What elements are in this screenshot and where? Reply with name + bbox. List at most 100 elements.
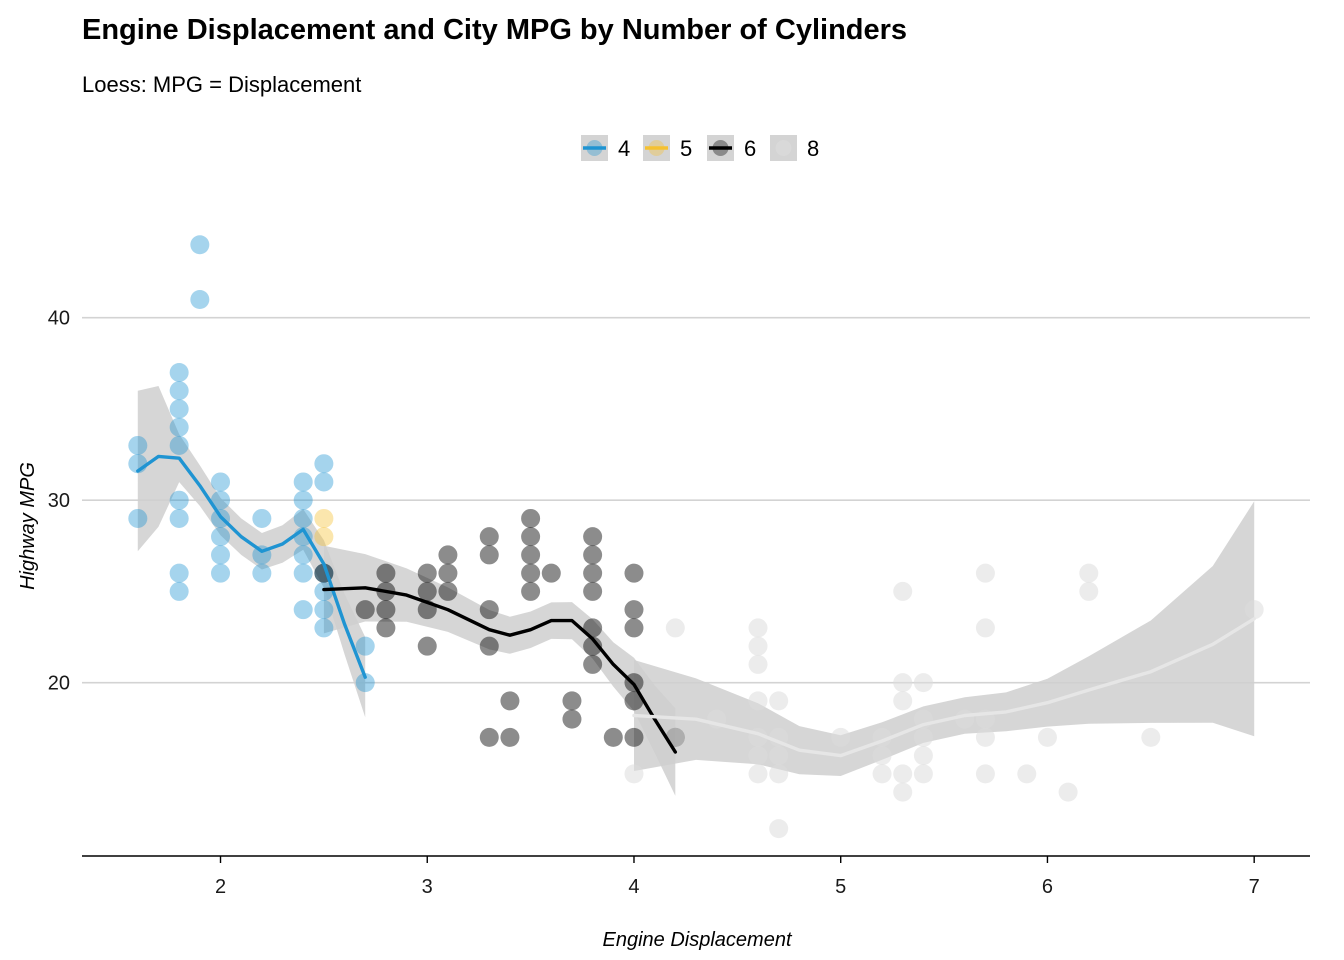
y-tick-label: 40 xyxy=(48,308,70,330)
data-point-8cyl xyxy=(831,727,851,747)
chart-title: Engine Displacement and City MPG by Numb… xyxy=(82,14,908,46)
data-point-8cyl xyxy=(665,618,685,638)
data-point-4cyl xyxy=(128,508,148,528)
loess-lines xyxy=(136,454,1256,758)
loess-line-4 xyxy=(136,454,367,679)
y-tick-label: 20 xyxy=(48,673,70,695)
data-point-4cyl xyxy=(169,362,189,382)
data-point-8cyl xyxy=(872,764,892,784)
data-point-8cyl xyxy=(769,764,789,784)
confidence-band-8 xyxy=(634,501,1255,776)
data-point-6cyl xyxy=(479,727,499,747)
data-point-8cyl xyxy=(975,764,995,784)
data-point-6cyl xyxy=(583,654,603,674)
data-point-4cyl xyxy=(314,600,334,620)
data-point-6cyl xyxy=(562,691,582,711)
legend-label-6: 6 xyxy=(744,136,756,161)
data-point-4cyl xyxy=(211,545,231,565)
data-point-4cyl xyxy=(169,563,189,583)
data-point-6cyl xyxy=(438,581,458,601)
data-point-8cyl xyxy=(1017,764,1037,784)
data-point-6cyl xyxy=(355,600,375,620)
data-point-6cyl xyxy=(624,727,644,747)
data-point-6cyl xyxy=(541,563,561,583)
y-tick-label: 30 xyxy=(48,490,70,512)
data-point-8cyl xyxy=(913,727,933,747)
data-point-4cyl xyxy=(211,527,231,547)
data-point-8cyl xyxy=(872,746,892,766)
data-point-8cyl xyxy=(1079,563,1099,583)
data-point-8cyl xyxy=(893,691,913,711)
data-point-6cyl xyxy=(624,563,644,583)
data-point-4cyl xyxy=(314,581,334,601)
data-point-4cyl xyxy=(293,490,313,510)
data-point-8cyl xyxy=(1079,581,1099,601)
data-point-8cyl xyxy=(893,581,913,601)
legend-label-5: 5 xyxy=(680,136,692,161)
data-point-6cyl xyxy=(500,691,520,711)
loess-line-6 xyxy=(322,586,677,754)
data-point-8cyl xyxy=(893,764,913,784)
data-point-6cyl xyxy=(624,618,644,638)
data-point-8cyl xyxy=(1141,727,1161,747)
legend: 4 5 6 8 xyxy=(581,135,819,161)
data-point-8cyl xyxy=(748,691,768,711)
data-point-8cyl xyxy=(913,746,933,766)
legend-label-8: 8 xyxy=(807,136,819,161)
data-point-8cyl xyxy=(1058,782,1078,802)
y-axis-title: Highway MPG xyxy=(17,462,39,590)
data-point-4cyl xyxy=(314,618,334,638)
data-point-4cyl xyxy=(169,508,189,528)
data-point-4cyl xyxy=(169,417,189,437)
data-point-4cyl xyxy=(314,454,334,474)
x-tick-label: 3 xyxy=(422,876,433,898)
data-point-4cyl xyxy=(293,563,313,583)
data-point-6cyl xyxy=(521,508,541,528)
data-point-4cyl xyxy=(314,472,334,492)
confidence-band-4 xyxy=(137,386,366,718)
data-point-4cyl xyxy=(355,636,375,656)
data-point-4cyl xyxy=(169,435,189,455)
data-point-8cyl xyxy=(1244,600,1264,620)
data-point-4cyl xyxy=(252,508,272,528)
data-point-6cyl xyxy=(521,563,541,583)
data-point-4cyl xyxy=(211,490,231,510)
data-point-4cyl xyxy=(293,472,313,492)
data-point-6cyl xyxy=(479,545,499,565)
data-point-4cyl xyxy=(169,490,189,510)
x-axis-title: Engine Displacement xyxy=(603,929,793,951)
data-point-8cyl xyxy=(748,654,768,674)
x-tick-label: 2 xyxy=(215,876,226,898)
data-point-6cyl xyxy=(521,527,541,547)
data-point-6cyl xyxy=(624,691,644,711)
data-point-6cyl xyxy=(521,545,541,565)
data-point-8cyl xyxy=(1037,727,1057,747)
data-point-6cyl xyxy=(376,563,396,583)
data-point-4cyl xyxy=(211,472,231,492)
data-point-8cyl xyxy=(624,764,644,784)
data-point-4cyl xyxy=(211,563,231,583)
data-point-6cyl xyxy=(479,600,499,620)
legend-point-8 xyxy=(775,140,792,156)
data-point-5cyl xyxy=(314,527,334,547)
data-point-6cyl xyxy=(417,563,437,583)
data-point-6cyl xyxy=(376,618,396,638)
data-point-6cyl xyxy=(500,727,520,747)
data-point-8cyl xyxy=(748,764,768,784)
data-point-8cyl xyxy=(769,819,789,839)
data-point-6cyl xyxy=(583,581,603,601)
data-point-8cyl xyxy=(975,727,995,747)
data-point-6cyl xyxy=(417,581,437,601)
data-point-8cyl xyxy=(893,782,913,802)
x-tick-label: 4 xyxy=(628,876,639,898)
data-point-6cyl xyxy=(417,636,437,656)
data-point-4cyl xyxy=(190,235,210,255)
data-point-8cyl xyxy=(748,618,768,638)
chart-subtitle: Loess: MPG = Displacement xyxy=(82,72,362,97)
data-point-4cyl xyxy=(293,600,313,620)
data-point-8cyl xyxy=(748,746,768,766)
data-point-6cyl xyxy=(438,563,458,583)
data-point-4cyl xyxy=(293,545,313,565)
axes: 2 3 4 5 6 7 20 30 40 xyxy=(48,308,1310,898)
data-point-8cyl xyxy=(913,673,933,693)
